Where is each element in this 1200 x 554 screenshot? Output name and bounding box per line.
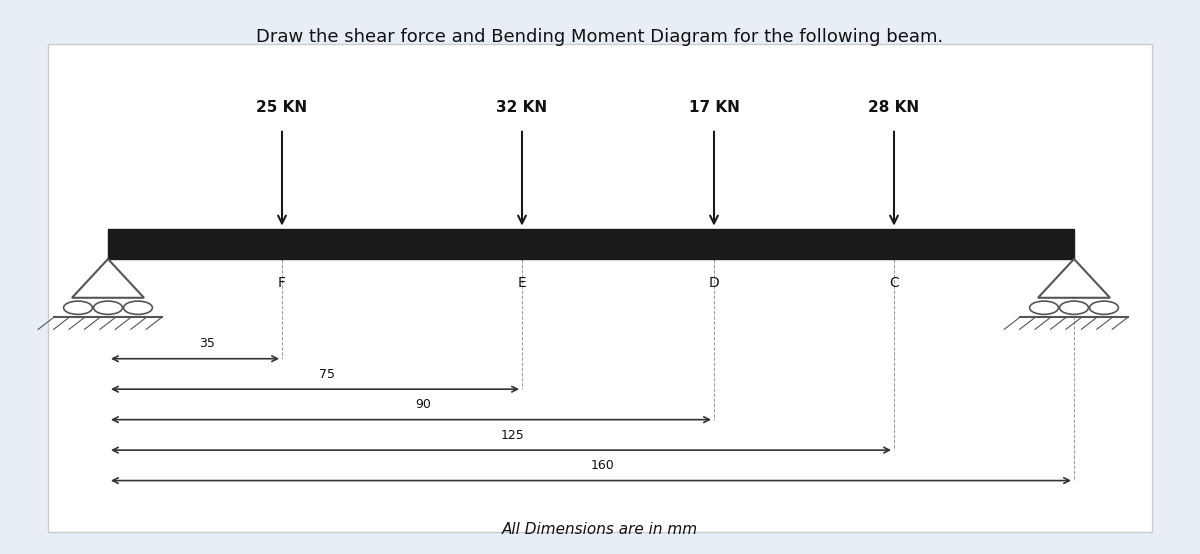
Polygon shape [72, 259, 144, 297]
Circle shape [64, 301, 92, 314]
Text: 17 KN: 17 KN [689, 100, 739, 115]
Circle shape [1060, 301, 1088, 314]
Text: F: F [278, 275, 286, 290]
Text: C: C [889, 275, 899, 290]
Circle shape [1090, 301, 1118, 314]
Text: 32 KN: 32 KN [497, 100, 547, 115]
Circle shape [1030, 301, 1058, 314]
Text: 28 KN: 28 KN [869, 100, 919, 115]
Bar [108, 228, 1074, 259]
Text: A: A [103, 275, 113, 290]
Text: E: E [517, 275, 527, 290]
Text: 160: 160 [592, 459, 614, 472]
Text: All Dimensions are in mm: All Dimensions are in mm [502, 522, 698, 537]
Text: B: B [1069, 275, 1079, 290]
Circle shape [94, 301, 122, 314]
Polygon shape [1038, 259, 1110, 297]
Text: Draw the shear force and Bending Moment Diagram for the following beam.: Draw the shear force and Bending Moment … [257, 28, 943, 45]
Text: 125: 125 [502, 429, 524, 442]
Circle shape [124, 301, 152, 314]
Text: 75: 75 [319, 368, 335, 381]
Text: 25 KN: 25 KN [257, 100, 307, 115]
Text: 90: 90 [415, 398, 431, 411]
Text: 35: 35 [199, 337, 215, 350]
Text: D: D [709, 275, 719, 290]
